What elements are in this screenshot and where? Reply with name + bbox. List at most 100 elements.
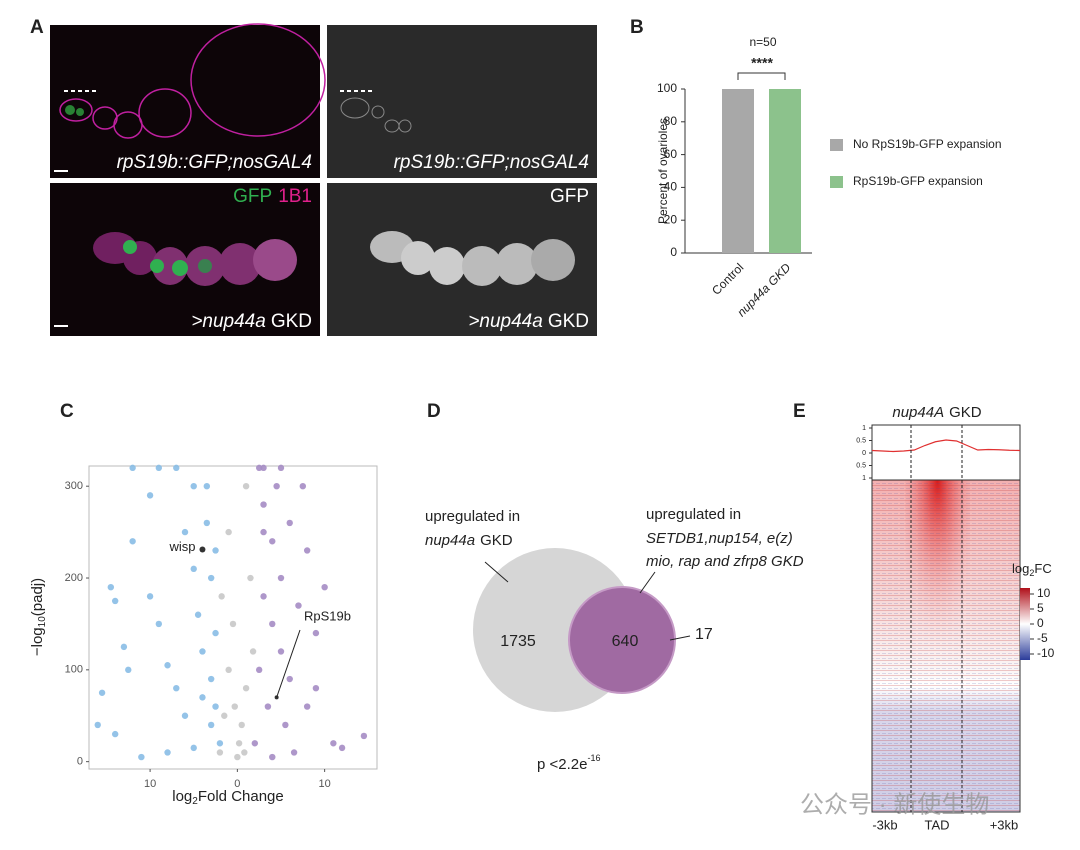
x-tick-label: 10 [144,778,156,790]
legend-label: RpS19b-GFP expansion [853,174,983,188]
y-axis-title-part: 10 [37,616,48,628]
point [225,528,232,536]
p-value-part: -16 [587,753,600,763]
y-tick-label: 0.5 [856,462,866,469]
x-tick-label: 10 [319,778,331,790]
p-value-part: p <2.2e [537,756,587,773]
point [216,740,224,747]
point [164,749,171,756]
venn-label: upregulated in [646,506,741,523]
channel-label: GFP [550,186,589,207]
point [173,464,180,472]
x-tick-label: -3kb [872,817,897,832]
point [111,597,119,605]
venn-count: 1735 [500,633,536,650]
point [312,685,320,692]
heatmap-title-part: GKD [949,404,982,421]
point [155,464,163,472]
point [129,464,136,472]
point [235,740,243,747]
profile-frame [871,424,1021,481]
point [207,574,215,582]
legend-swatch [830,139,843,151]
image-caption-part: GKD [548,311,589,332]
plot-frame [88,465,378,770]
bar [722,89,754,253]
colorbar-title: log2FC [1012,561,1052,578]
point [330,740,337,747]
point [231,703,238,710]
point [173,685,180,692]
venn-label-part: GKD [480,532,513,549]
point [120,643,128,651]
gfp-signal [65,105,84,116]
point [212,547,219,554]
point [94,721,101,729]
y-tick-label: 0 [77,756,83,768]
venn-label: upregulated in [425,508,520,525]
y-tick-label: 20 [664,212,678,226]
point [282,721,289,729]
image-caption-part: GKD [271,311,312,332]
y-tick-label: 40 [664,180,678,194]
point [199,694,206,701]
y-tick-label: 0 [670,245,677,259]
point [98,689,106,696]
point [277,574,285,582]
point [260,501,267,508]
y-axis-title-part: −log [29,627,46,656]
micrograph [50,25,320,178]
image-caption-part: >nup44a [191,311,266,332]
point [247,574,254,582]
y-axis-title: Percent of ovarioles [656,118,670,224]
point [242,483,250,490]
point [260,593,267,600]
colorbar-tick-label: -5 [1037,631,1048,645]
image-caption-part: >nup44a [468,311,543,332]
y-tick-label: 100 [657,81,677,95]
point [207,675,215,683]
point [255,464,263,472]
venn-count: 17 [695,626,713,643]
watermark: 公众号 · 新使生物 [800,791,989,818]
leader-line [484,561,509,583]
y-tick-label: 60 [664,147,678,161]
venn-set [568,586,676,694]
annotation: wisp [168,539,195,554]
colorbar-tick-label: 5 [1037,601,1044,615]
panel-a [50,23,597,336]
annotation: RpS19b [304,608,351,623]
point [303,703,311,710]
y-tick-label: 0.5 [856,437,866,444]
point [360,732,368,740]
point [190,744,197,752]
point [260,528,267,536]
x-tick-label: TAD [924,817,949,832]
point [129,538,136,545]
x-tick-label: 0 [234,778,240,790]
point [249,648,257,655]
venn-label: SETDB1,nup154, e(z) [646,530,793,547]
point [181,528,189,536]
point [303,547,311,554]
venn-label: nup44a GKD [425,532,513,549]
point [264,703,272,710]
x-tick-label: +3kb [990,817,1019,832]
colorbar-title-part: log [1012,561,1029,576]
channel-labels-part: GFP [233,186,272,207]
image-caption: >nup44a GKD [468,311,589,332]
point [255,666,263,674]
egg-chambers [59,23,326,139]
colorbar-tick-label: 0 [1037,616,1044,630]
channel-labels: GFP 1B1 [233,186,312,207]
point [242,685,250,692]
x-axis-title: log2Fold Change [172,788,284,807]
y-tick-label: 1 [862,475,866,482]
point [269,753,276,761]
legend-label: No RpS19b-GFP expansion [853,137,1002,151]
point [269,620,276,628]
point [238,721,245,729]
point [190,483,197,490]
point [273,483,280,490]
bar [769,89,801,253]
